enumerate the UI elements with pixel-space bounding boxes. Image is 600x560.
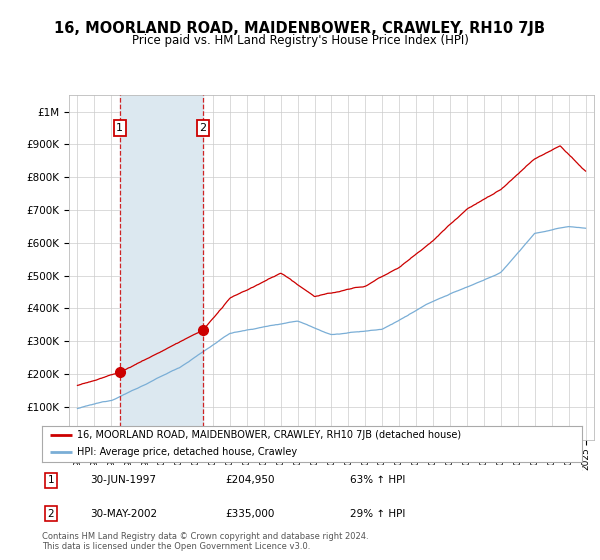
- Text: £204,950: £204,950: [226, 475, 275, 486]
- Text: 29% ↑ HPI: 29% ↑ HPI: [350, 508, 405, 519]
- Text: 30-JUN-1997: 30-JUN-1997: [91, 475, 157, 486]
- Text: 63% ↑ HPI: 63% ↑ HPI: [350, 475, 405, 486]
- Bar: [120, 95, 203, 440]
- Text: HPI: Average price, detached house, Crawley: HPI: Average price, detached house, Craw…: [77, 447, 297, 457]
- Text: 2: 2: [200, 123, 206, 133]
- Text: Price paid vs. HM Land Registry's House Price Index (HPI): Price paid vs. HM Land Registry's House …: [131, 34, 469, 46]
- Text: Contains HM Land Registry data © Crown copyright and database right 2024.
This d: Contains HM Land Registry data © Crown c…: [42, 532, 368, 552]
- Text: 16, MOORLAND ROAD, MAIDENBOWER, CRAWLEY, RH10 7JB (detached house): 16, MOORLAND ROAD, MAIDENBOWER, CRAWLEY,…: [77, 431, 461, 440]
- Text: 16, MOORLAND ROAD, MAIDENBOWER, CRAWLEY, RH10 7JB: 16, MOORLAND ROAD, MAIDENBOWER, CRAWLEY,…: [55, 21, 545, 36]
- Text: 2: 2: [47, 508, 54, 519]
- Text: 30-MAY-2002: 30-MAY-2002: [91, 508, 158, 519]
- Text: 1: 1: [47, 475, 54, 486]
- Text: 1: 1: [116, 123, 124, 133]
- Text: £335,000: £335,000: [226, 508, 275, 519]
